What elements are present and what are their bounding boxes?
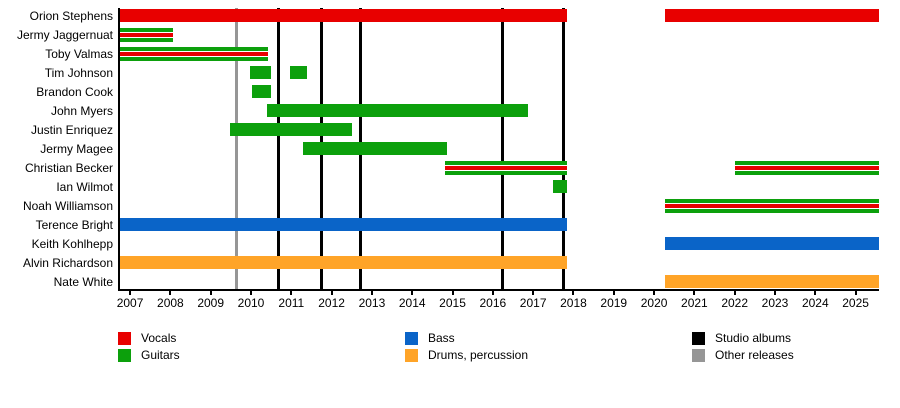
legend-swatch-studio_albums xyxy=(692,332,705,345)
year-label: 2023 xyxy=(761,296,789,310)
axis-tick xyxy=(370,291,373,295)
year-label: 2022 xyxy=(721,296,749,310)
legend: Vocals Guitars Bass Drums, percussion Studio… xyxy=(0,325,900,375)
axis-tick xyxy=(693,291,696,295)
timeline-bar xyxy=(664,237,879,250)
axis-tick xyxy=(169,291,172,295)
row-label: Orion Stephens xyxy=(29,8,113,23)
timeline-bar xyxy=(266,104,528,117)
row-label: Keith Kohlhepp xyxy=(31,236,113,251)
year-label: 2016 xyxy=(479,296,507,310)
axis-tick xyxy=(733,291,736,295)
legend-swatch-bass xyxy=(405,332,418,345)
axis-tick xyxy=(491,291,494,295)
row-label: Terence Bright xyxy=(35,217,113,232)
year-label: 2021 xyxy=(681,296,708,310)
axis-tick xyxy=(572,291,575,295)
year-label: 2009 xyxy=(197,296,225,310)
secondary-role-stripe xyxy=(664,202,879,209)
timeline-bar xyxy=(664,275,879,288)
legend-swatch-other_releases xyxy=(692,349,705,362)
year-label: 2010 xyxy=(237,296,265,310)
axis-tick xyxy=(653,291,656,295)
year-label: 2020 xyxy=(640,296,668,310)
legend-label: Drums, percussion xyxy=(428,348,529,362)
axis-tick xyxy=(532,291,535,295)
secondary-role-stripe xyxy=(444,164,567,171)
legend-swatch-guitars xyxy=(118,349,131,362)
year-label: 2025 xyxy=(842,296,869,310)
timeline-bar xyxy=(664,9,879,22)
axis-tick xyxy=(612,291,615,295)
year-label: 2008 xyxy=(157,296,184,310)
row-label: Nate White xyxy=(53,274,113,289)
year-label: 2012 xyxy=(318,296,345,310)
timeline-bar xyxy=(252,85,271,98)
year-label: 2017 xyxy=(519,296,547,310)
secondary-role-stripe xyxy=(735,164,879,171)
year-label: 2013 xyxy=(358,296,386,310)
year-label: 2019 xyxy=(600,296,628,310)
y-axis-line xyxy=(118,8,120,291)
row-label: Toby Valmas xyxy=(45,46,113,61)
axis-tick xyxy=(250,291,252,295)
legend-label: Guitars xyxy=(141,348,180,362)
timeline-bar xyxy=(303,142,447,155)
axis-tick xyxy=(774,291,776,295)
row-label: Brandon Cook xyxy=(36,84,113,99)
row-label: Jermy Jaggernuat xyxy=(16,27,113,42)
legend-label: Studio albums xyxy=(715,331,792,345)
row-label: Justin Enriquez xyxy=(30,122,113,137)
studio-album-marker-line xyxy=(562,8,566,289)
row-label: Alvin Richardson xyxy=(22,255,113,270)
timeline-bar xyxy=(120,218,567,231)
timeline-bar xyxy=(250,66,272,79)
year-label: 2011 xyxy=(278,296,305,310)
timeline-bar xyxy=(120,9,567,22)
timeline-bar xyxy=(120,46,268,61)
timeline-bar xyxy=(735,160,879,175)
year-label: 2015 xyxy=(439,296,466,310)
axis-tick xyxy=(129,291,132,295)
row-label: Ian Wilmot xyxy=(56,179,113,194)
secondary-role-stripe xyxy=(120,31,174,38)
axis-tick xyxy=(209,291,212,295)
legend-label: Vocals xyxy=(141,331,177,345)
timeline-bar xyxy=(664,198,879,213)
other-release-marker-line xyxy=(235,8,239,289)
timeline-bar xyxy=(230,123,352,136)
year-label: 2018 xyxy=(560,296,587,310)
axis-tick xyxy=(854,291,857,295)
axis-tick xyxy=(411,291,414,295)
timeline-bar xyxy=(553,180,567,193)
plot-area: Orion Stephens Jermy Jaggernuat Toby Valma… xyxy=(16,8,879,310)
legend-swatch-drums_percussion xyxy=(405,349,418,362)
axis-tick xyxy=(451,291,454,295)
row-label: Christian Becker xyxy=(24,160,113,175)
legend-swatch-vocals xyxy=(118,332,131,345)
axis-tick xyxy=(814,291,817,295)
studio-album-marker-line xyxy=(501,8,505,289)
x-axis-line xyxy=(118,289,879,291)
row-label: Jermy Magee xyxy=(40,141,113,156)
legend-label: Other releases xyxy=(715,348,794,362)
year-label: 2024 xyxy=(801,296,829,310)
legend-label: Bass xyxy=(428,331,455,345)
timeline-bar xyxy=(120,27,174,42)
studio-album-marker-line xyxy=(276,8,280,289)
timeline-bar xyxy=(120,256,567,269)
timeline-bar xyxy=(290,66,307,79)
year-label: 2014 xyxy=(398,296,426,310)
secondary-role-stripe xyxy=(120,50,268,57)
row-label: Tim Johnson xyxy=(44,65,113,80)
row-label: John Myers xyxy=(50,103,113,118)
year-label: 2007 xyxy=(116,296,144,310)
timeline-bar xyxy=(444,160,567,175)
row-label: Noah Williamson xyxy=(22,198,113,213)
axis-tick xyxy=(290,291,293,295)
axis-tick xyxy=(330,291,333,295)
